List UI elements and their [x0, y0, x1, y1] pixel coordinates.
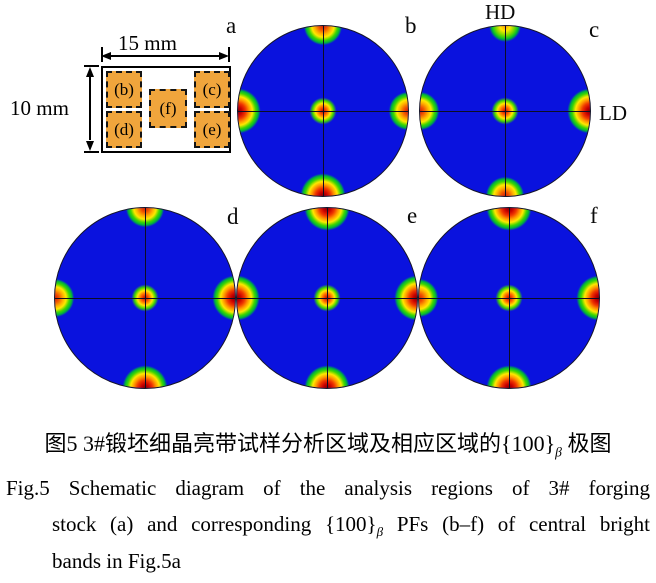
panel-label-a: a — [226, 13, 237, 38]
pole-hotspot-bottom — [484, 175, 526, 196]
pole-hotspot-top — [124, 208, 166, 229]
height-dimension-line — [89, 74, 91, 140]
caption-cn-text: 图5 3#锻坯细晶亮带试样分析区域及相应区域的{100} — [44, 431, 556, 456]
pole-hotspot-bottom — [485, 364, 533, 388]
width-dimension-line — [107, 55, 226, 57]
caption-english-line3: bands in Fig.5a — [52, 549, 181, 573]
arrowhead-up-icon — [85, 67, 94, 77]
caption-en2-tail: PFs (b–f) of central bright — [383, 512, 650, 536]
pole-hotspot-left — [237, 274, 261, 322]
pole-hotspot-top — [302, 26, 344, 47]
caption-english-line2: stock (a) and corresponding {100}β PFs (… — [52, 512, 650, 540]
pole-hotspot-center — [494, 283, 524, 313]
pole-hotspot-top — [487, 26, 523, 44]
arrowhead-right-icon — [219, 51, 229, 60]
pole-hotspot-center — [312, 283, 342, 313]
pole-figure-b — [237, 25, 409, 197]
dimension-tick — [84, 151, 99, 153]
pole-hotspot-right — [566, 87, 590, 135]
pole-hotspot-center — [490, 96, 520, 126]
region-e-label: (e) — [202, 119, 222, 139]
region-f: (f) — [149, 89, 187, 128]
pole-figure-d — [54, 207, 236, 389]
pole-hotspot-top — [303, 208, 351, 232]
pole-hotspot-right — [211, 274, 235, 322]
pole-hotspot-right — [387, 90, 408, 132]
pole-hotspot-center — [308, 96, 338, 126]
pole-hotspot-left — [420, 90, 441, 132]
analysis-regions-schematic: 15 mm 10 mm (b) (c) (f) (d) (e) — [0, 0, 240, 165]
pole-hotspot-bottom — [303, 364, 351, 388]
region-f-label: (f) — [159, 98, 177, 118]
pole-figure-e — [236, 207, 418, 389]
region-d-label: (d) — [114, 119, 134, 139]
panel-label-c: c — [589, 17, 600, 42]
region-c-label: (c) — [202, 79, 222, 99]
arrowhead-down-icon — [85, 141, 94, 151]
pole-hotspot-bottom — [299, 172, 347, 196]
pole-hotspot-right — [575, 274, 599, 322]
pole-hotspot-left — [419, 277, 440, 319]
height-dimension-label: 10 mm — [10, 96, 69, 120]
pole-hotspot-left — [238, 87, 262, 135]
pole-hotspot-bottom — [121, 364, 169, 388]
caption-cn-beta-subscript: β — [555, 444, 562, 460]
pole-figure-f — [418, 207, 600, 389]
region-b: (b) — [106, 71, 142, 108]
panel-label-f: f — [590, 203, 598, 228]
panel-label-d: d — [227, 204, 239, 229]
dimension-tick — [84, 65, 99, 67]
axis-label-hd: HD — [485, 0, 516, 24]
panel-label-e: e — [407, 203, 418, 228]
region-c: (c) — [194, 71, 230, 108]
region-d: (d) — [106, 111, 142, 148]
panel-label-b: b — [405, 13, 417, 38]
pole-hotspot-right — [393, 274, 417, 322]
pole-hotspot-center — [130, 283, 160, 313]
arrowhead-left-icon — [101, 51, 111, 60]
pole-hotspot-top — [485, 208, 533, 232]
region-b-label: (b) — [114, 79, 134, 99]
pole-hotspot-left — [55, 277, 76, 319]
caption-english-line1: Fig.5 Schematic diagram of the analysis … — [6, 476, 650, 500]
region-e: (e) — [194, 111, 230, 148]
axis-label-ld: LD — [599, 101, 627, 125]
dimension-tick — [228, 47, 230, 62]
width-dimension-label: 15 mm — [118, 31, 177, 55]
dimension-tick — [101, 47, 103, 62]
caption-cn-tail: 极图 — [561, 431, 612, 456]
caption-chinese: 图5 3#锻坯细晶亮带试样分析区域及相应区域的{100}β 极图 — [0, 426, 656, 460]
pole-figure-c — [419, 25, 591, 197]
caption-en2-text: stock (a) and corresponding {100} — [52, 512, 377, 536]
caption-en2-beta-subscript: β — [376, 524, 384, 540]
